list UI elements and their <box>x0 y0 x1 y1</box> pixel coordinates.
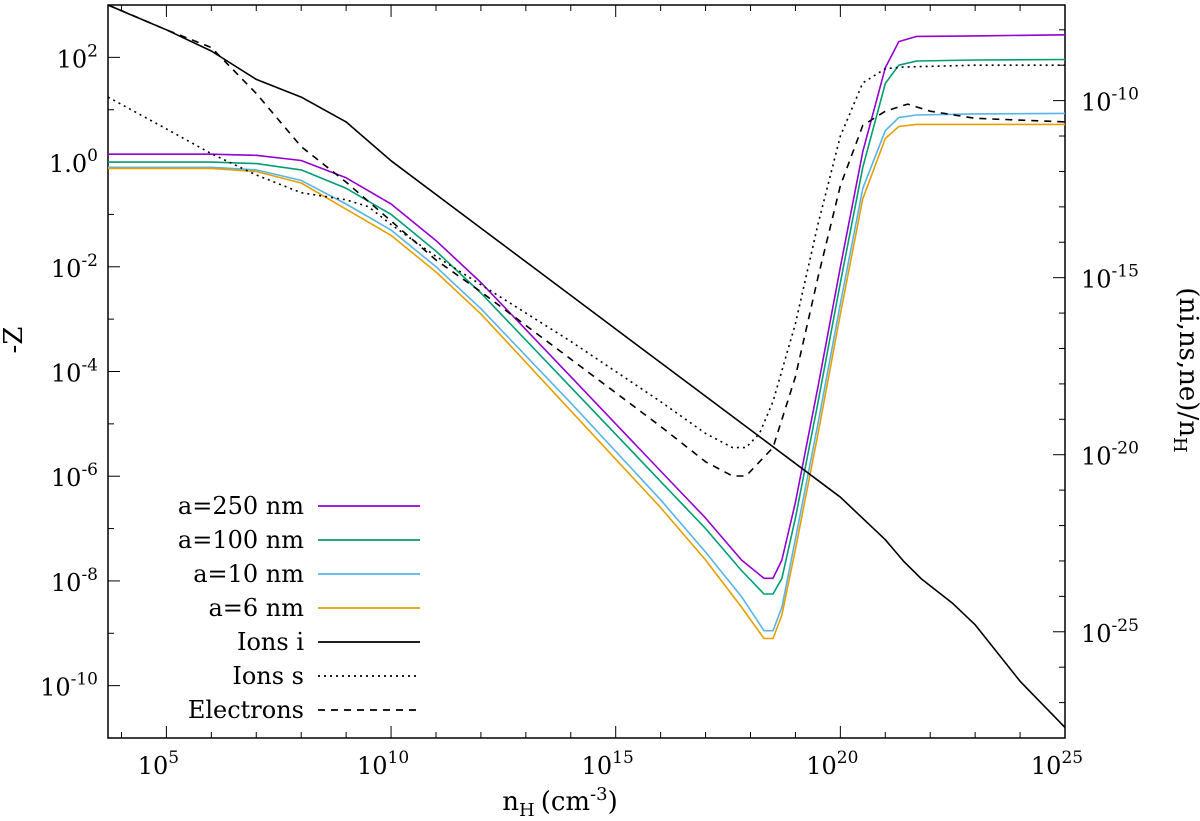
y-left-tick-label-base: 10 <box>51 360 82 388</box>
y-left-tick-label-base: 1.0 <box>49 150 87 178</box>
y-axis-right-label-main: (ni,ns,ne)/n <box>1173 287 1200 437</box>
series-a-250-nm <box>108 34 1066 580</box>
y-right-tick-label-base: 10 <box>1081 89 1112 117</box>
y-left-tick-label-base: 10 <box>51 255 82 283</box>
legend-label: Ions i <box>237 628 304 656</box>
x-tick-label-base: 10 <box>582 752 613 780</box>
y-right-tick-label-exp: -20 <box>1112 439 1139 459</box>
tick-marks <box>108 4 1066 739</box>
x-axis-label-sub: H <box>519 800 535 821</box>
y-left-tick-label-base: 10 <box>40 674 71 702</box>
x-tick-label-base: 10 <box>1031 752 1062 780</box>
y-axis-right-label: (ni,ns,ne)/nH <box>1169 287 1200 452</box>
y-left-tick-label-exp: -10 <box>71 670 98 690</box>
series-lines <box>107 4 1066 728</box>
y-left-tick-label-exp: -8 <box>81 565 98 585</box>
x-axis-label-unit: (cm <box>541 787 590 817</box>
y-left-tick-label-exp: -6 <box>81 460 98 480</box>
series-a-10-nm <box>108 112 1066 632</box>
y-right-tick-label: 10-20 <box>1081 439 1139 471</box>
y-left-tick-label-base: 10 <box>57 45 88 73</box>
legend-label: a=10 nm <box>193 560 304 588</box>
x-tick-label: 1025 <box>1031 748 1083 780</box>
x-tick-label-exp: 10 <box>388 748 410 768</box>
x-tick-label-exp: 25 <box>1061 748 1083 768</box>
tick-labels: 105 1010 1015 1020 102510-1010-810-610-410-2… <box>40 41 1139 780</box>
y-right-tick-label: 10-25 <box>1081 616 1139 648</box>
y-left-tick-label: 1.00 <box>49 146 98 178</box>
x-axis-label-main: n <box>502 787 519 817</box>
y-right-tick-label-base: 10 <box>1081 266 1112 294</box>
y-right-tick-label: 10-15 <box>1081 262 1139 294</box>
y-right-tick-label-base: 10 <box>1081 443 1112 471</box>
legend-label: Ions s <box>232 662 304 690</box>
x-tick-label: 1010 <box>357 748 409 780</box>
legend-label: a=6 nm <box>208 594 304 622</box>
x-axis-label: nH (cm-3) <box>502 784 618 821</box>
series-a-6-nm <box>108 123 1065 640</box>
legend-label: a=100 nm <box>178 526 304 554</box>
x-axis-label-unit-sup: -3 <box>590 784 608 805</box>
x-tick-label: 1015 <box>582 748 634 780</box>
y-axis-left-label: -Z <box>0 327 29 354</box>
y-left-tick-label: 10-6 <box>51 460 98 492</box>
series-ions-i <box>107 4 1066 728</box>
x-tick-label-exp: 15 <box>612 748 634 768</box>
y-left-tick-label-base: 10 <box>51 464 82 492</box>
y-left-tick-label: 10-2 <box>51 251 98 283</box>
x-tick-label: 105 <box>138 748 179 780</box>
y-left-tick-label: 10-10 <box>40 670 98 702</box>
y-right-tick-label-exp: -25 <box>1112 616 1139 636</box>
y-left-tick-label-exp: 2 <box>87 41 98 61</box>
y-left-tick-label-exp: 0 <box>87 146 98 166</box>
legend: a=250 nm a=100 nm a=10 nm a=6 nm Ions i Ions … <box>178 492 420 724</box>
series-ions-s <box>107 64 1065 449</box>
x-tick-label-base: 10 <box>138 752 169 780</box>
x-tick-label-base: 10 <box>357 752 388 780</box>
y-left-tick-label-exp: -4 <box>81 356 98 376</box>
x-tick-label: 1020 <box>806 748 858 780</box>
x-axis-label-unit-close: ) <box>608 787 618 817</box>
y-left-tick-label-exp: -2 <box>81 251 98 271</box>
y-left-tick-label: 10-4 <box>51 356 98 388</box>
x-tick-label-exp: 5 <box>168 748 179 768</box>
series-a-100-nm <box>108 58 1066 595</box>
x-tick-label-base: 10 <box>806 752 837 780</box>
y-right-tick-label-base: 10 <box>1081 620 1112 648</box>
y-left-tick-label: 102 <box>57 41 98 73</box>
x-tick-label-exp: 20 <box>837 748 859 768</box>
y-right-tick-label-exp: -15 <box>1112 262 1139 282</box>
legend-label: a=250 nm <box>178 492 304 520</box>
y-right-tick-label: 10-10 <box>1081 85 1139 117</box>
y-left-tick-label: 10-8 <box>51 565 98 597</box>
y-right-tick-label-exp: -10 <box>1112 85 1139 105</box>
y-left-tick-label-base: 10 <box>51 569 82 597</box>
legend-label: Electrons <box>188 696 304 724</box>
y-axis-right-label-sub: H <box>1169 437 1190 453</box>
